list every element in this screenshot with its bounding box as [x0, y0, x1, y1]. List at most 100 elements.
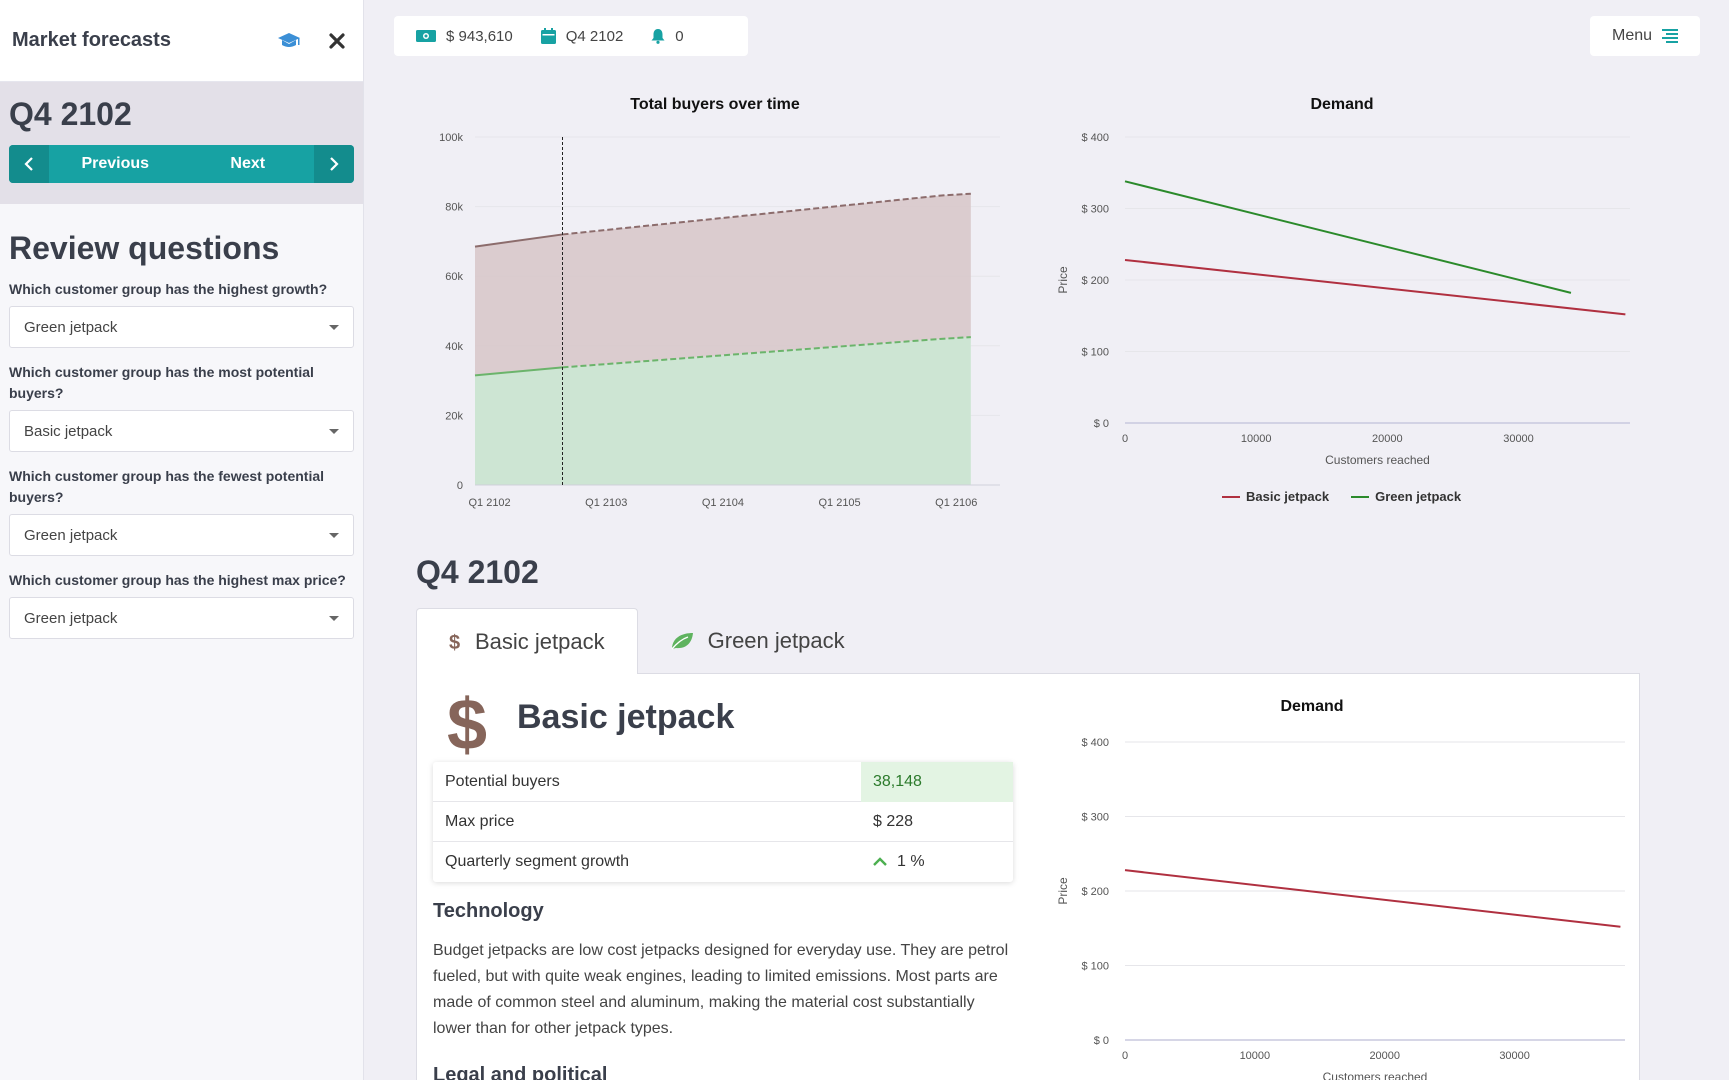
demand-chart: $ 0 $ 100 $ 200 $ 300 $ 400 0 10000 20000 30000 C…: [1056, 132, 1630, 467]
legal-title: Legal and political: [433, 1064, 608, 1080]
dollar-icon: $: [447, 685, 488, 765]
previous-button[interactable]: Previous: [81, 155, 150, 172]
answer-select[interactable]: Green jetpack: [9, 597, 354, 639]
x-axis-label: Customers reached: [1323, 1070, 1428, 1080]
y-tick-label: 40k: [445, 341, 463, 353]
period-title: Q4 2102: [9, 96, 132, 132]
menu-button[interactable]: Menu: [1590, 16, 1700, 56]
x-tick-label: 30000: [1503, 433, 1534, 445]
x-tick-label: 10000: [1241, 433, 1272, 445]
y-tick-label: $ 300: [1081, 204, 1109, 216]
table-row: Max price $ 228: [433, 802, 1013, 842]
row-value: 1 %: [897, 853, 925, 870]
x-tick-label: Q1 2103: [585, 497, 627, 509]
y-tick-label: $ 400: [1081, 737, 1109, 749]
x-tick-label: Q1 2104: [702, 497, 744, 509]
x-tick-label: 0: [1122, 433, 1128, 445]
answer-select[interactable]: Green jetpack: [9, 306, 354, 348]
sidebar-header: Market forecasts: [0, 0, 363, 82]
x-tick-label: Q1 2106: [935, 497, 977, 509]
tab-basic-jetpack[interactable]: $ Basic jetpack: [416, 608, 638, 674]
period-pager: Previous Next: [9, 145, 354, 183]
question-label: Which customer group has the fewest pote…: [9, 468, 325, 505]
chevron-right-icon[interactable]: [314, 145, 354, 183]
y-tick-label: 100k: [439, 132, 463, 144]
y-tick-label: 60k: [445, 271, 463, 283]
series-line: [1124, 258, 1626, 316]
answer-value: Green jetpack: [24, 526, 118, 544]
y-tick-label: $ 300: [1081, 812, 1109, 824]
leaf-icon: [671, 633, 693, 650]
technology-title: Technology: [433, 900, 544, 922]
segment-tabs: $ Basic jetpack Green jetpack: [416, 608, 877, 674]
money-icon: [416, 30, 436, 42]
table-row: Quarterly segment growth 1 %: [433, 842, 1013, 882]
chevron-left-icon[interactable]: [9, 145, 49, 183]
menu-label: Menu: [1611, 27, 1653, 44]
section-title: Q4 2102: [416, 554, 539, 590]
basic-line: [474, 233, 563, 248]
chart-legend: Basic jetpack Green jetpack: [1222, 489, 1483, 504]
x-tick-label: 0: [1122, 1050, 1128, 1062]
calendar-icon: [540, 28, 556, 44]
bell-icon: [651, 29, 665, 44]
menu-icon: [1662, 29, 1679, 43]
question-label: Which customer group has the highest max…: [9, 572, 346, 588]
notifications-count: 0: [675, 27, 684, 45]
next-button[interactable]: Next: [230, 155, 266, 172]
chevron-up-icon: [873, 857, 887, 866]
legend-item-basic[interactable]: Basic jetpack: [1222, 489, 1329, 504]
y-tick-label: 20k: [445, 410, 463, 422]
chart-title: Demand: [1310, 96, 1374, 113]
row-value: 38,148: [861, 761, 1013, 802]
y-tick-label: $ 200: [1081, 275, 1109, 287]
green-forecast-line: [562, 336, 971, 369]
question-3: Which customer group has the fewest pote…: [9, 466, 354, 556]
table-row: Potential buyers 38,148: [433, 761, 1013, 802]
y-axis-label: Price: [1056, 266, 1070, 294]
chart-title: Total buyers over time: [630, 96, 800, 113]
series-line: [1124, 180, 1572, 294]
caret-down-icon: [329, 325, 339, 330]
basic-forecast-line: [562, 192, 971, 236]
cash-value: $ 943,610: [446, 27, 513, 45]
sidebar: Market forecasts Q4 2102 Previous Next R…: [0, 0, 364, 1080]
legend-item-green[interactable]: Green jetpack: [1351, 489, 1461, 504]
answer-value: Basic jetpack: [24, 422, 113, 440]
answer-select[interactable]: Basic jetpack: [9, 410, 354, 452]
svg-text:$: $: [449, 632, 460, 653]
x-tick-label: Q1 2102: [468, 497, 510, 509]
y-tick-label: $ 0: [1094, 418, 1109, 430]
y-tick-label: 80k: [445, 202, 463, 214]
x-tick-label: 30000: [1499, 1050, 1530, 1062]
legend-swatch: [1351, 495, 1370, 498]
tab-green-jetpack[interactable]: Green jetpack: [638, 608, 877, 674]
area-green: [475, 337, 971, 485]
total-buyers-chart: 0 20k 40k 60k 80k 100k Q1 2102 Q1 2103 Q1 2104 Q1…: [439, 132, 1000, 509]
question-label: Which customer group has the most potent…: [9, 364, 314, 401]
graduation-cap-icon[interactable]: [275, 27, 303, 55]
segment-info-table: Potential buyers 38,148 Max price $ 228 …: [433, 761, 1013, 882]
question-label: Which customer group has the highest gro…: [9, 281, 328, 297]
green-line: [474, 366, 563, 377]
x-tick-label: 10000: [1240, 1050, 1271, 1062]
period-value: Q4 2102: [565, 27, 624, 45]
y-tick-label: 0: [457, 480, 463, 492]
notifications-stat[interactable]: 0: [651, 27, 684, 45]
tab-label: Basic jetpack: [475, 628, 605, 654]
cash-stat[interactable]: $ 943,610: [416, 28, 513, 45]
technology-text: Budget jetpacks are low cost jetpacks de…: [433, 942, 1009, 1037]
question-2: Which customer group has the most potent…: [9, 362, 354, 452]
period-stat[interactable]: Q4 2102: [540, 27, 624, 45]
x-tick-label: 20000: [1372, 433, 1403, 445]
answer-select[interactable]: Green jetpack: [9, 514, 354, 556]
question-4: Which customer group has the highest max…: [9, 570, 354, 639]
y-tick-label: $ 200: [1081, 886, 1109, 898]
question-1: Which customer group has the highest gro…: [9, 279, 354, 348]
dollar-icon: $: [449, 632, 460, 653]
row-value: $ 228: [873, 812, 914, 830]
close-icon[interactable]: [323, 27, 351, 55]
answer-value: Green jetpack: [24, 318, 118, 336]
x-tick-label: Q1 2105: [818, 497, 860, 509]
caret-down-icon: [329, 616, 339, 621]
